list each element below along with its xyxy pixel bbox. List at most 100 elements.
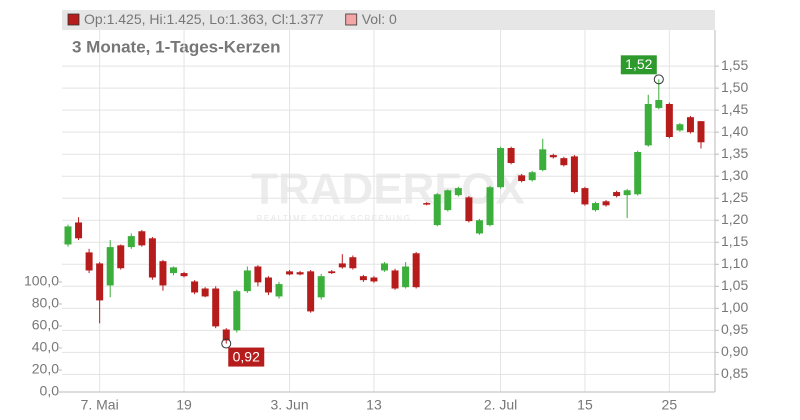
candle-body <box>243 270 251 292</box>
candle-body <box>117 245 125 269</box>
candle-body <box>233 291 241 331</box>
candle-body <box>381 263 388 271</box>
candle-body <box>644 103 652 146</box>
y-tick-label: 1,40 <box>721 123 748 139</box>
candle-body <box>454 188 462 196</box>
candle-body <box>623 190 631 196</box>
y-tick-label: 1,10 <box>721 255 748 271</box>
candle-body <box>560 158 568 166</box>
x-tick-label: 2. Jul <box>484 397 517 413</box>
candle-body <box>412 253 420 288</box>
x-tick-label: 7. Mai <box>81 397 119 413</box>
candle-body <box>64 226 72 245</box>
candle-body <box>665 103 673 138</box>
candle-body <box>655 100 663 108</box>
candle-body <box>518 175 526 182</box>
extreme-marker <box>653 74 664 85</box>
legend-label: Op:1.425, Hi:1.425, Lo:1.363, Cl:1.377 <box>84 11 324 27</box>
x-tick-label: 19 <box>176 397 192 413</box>
candle-body <box>148 238 156 278</box>
extreme-label-box <box>620 55 657 75</box>
candle-body <box>486 187 494 226</box>
y-tick-label: 0,90 <box>721 343 748 359</box>
candle-body <box>676 124 684 131</box>
candle-body <box>212 288 220 327</box>
chart-title: 3 Monate, 1-Tages-Kerzen <box>72 37 280 56</box>
candle-body <box>539 149 547 171</box>
x-tick-label: 3. Jun <box>270 397 308 413</box>
candle-body <box>497 148 505 188</box>
candle-body <box>328 271 336 274</box>
candle-body <box>444 190 452 211</box>
candle-body <box>402 266 410 288</box>
y-tick-label: 1,05 <box>721 277 748 293</box>
vol-tick-label: 60,0 <box>32 317 59 333</box>
vol-tick-label: 100,0 <box>24 273 59 289</box>
candle-body <box>423 203 431 205</box>
candle-body <box>264 277 272 293</box>
header-bar <box>62 10 715 30</box>
y-tick-label: 1,45 <box>721 101 748 117</box>
y-tick-label: 1,50 <box>721 79 748 95</box>
candle-body <box>127 236 135 248</box>
candle-body <box>433 194 441 226</box>
candle-body <box>634 151 642 195</box>
candle-body <box>592 203 599 211</box>
extreme-label-group: 1,52 <box>620 55 657 75</box>
watermark-subtitle: REALTIME STOCK SCREENING <box>257 214 412 223</box>
x-tick-label: 25 <box>662 397 678 413</box>
y-tick-label: 0,85 <box>721 365 748 381</box>
extreme-label-box <box>228 347 265 367</box>
candle-body <box>180 273 188 277</box>
extreme-label: 1,52 <box>625 56 652 72</box>
y-tick-label: 1,20 <box>721 211 748 227</box>
vol-tick-label: 80,0 <box>32 295 59 311</box>
extreme-marker <box>221 338 232 349</box>
extreme-label: 0,92 <box>233 348 260 364</box>
candle-body <box>613 192 621 197</box>
candle-body <box>317 276 325 298</box>
candle-body <box>222 329 230 341</box>
candle-body <box>254 266 262 283</box>
vol-tick-label: 20,0 <box>32 361 59 377</box>
candle-body <box>549 155 557 158</box>
y-tick-label: 1,30 <box>721 167 748 183</box>
candle-body <box>475 220 483 234</box>
candle-body <box>191 281 199 293</box>
y-tick-label: 1,55 <box>721 57 748 73</box>
candle-body <box>307 271 315 312</box>
watermark-title: TRADERFOX <box>251 165 525 214</box>
candle-body <box>201 288 209 297</box>
x-tick-label: 13 <box>366 397 382 413</box>
candle-body <box>581 188 589 205</box>
y-tick-label: 1,25 <box>721 189 748 205</box>
y-tick-label: 1,35 <box>721 145 748 161</box>
candle-body <box>349 257 357 269</box>
candle-body <box>138 231 146 246</box>
candle-body <box>96 263 104 301</box>
candle-body <box>338 263 346 268</box>
legend-swatch <box>67 13 80 26</box>
candle-body <box>686 117 694 133</box>
legend-swatch <box>345 13 358 26</box>
candle-body <box>602 201 610 206</box>
candle-body <box>106 247 114 286</box>
candle-body <box>528 172 536 181</box>
legend-label: Vol: 0 <box>362 11 397 27</box>
vol-tick-label: 40,0 <box>32 339 59 355</box>
y-tick-label: 0,95 <box>721 321 748 337</box>
candle-body <box>370 277 378 282</box>
candle-body <box>391 270 399 289</box>
candle-body <box>275 284 283 297</box>
x-tick-label: 15 <box>577 397 593 413</box>
candle-body <box>75 222 83 239</box>
candle-body <box>697 121 705 143</box>
vol-tick-label: 0,0 <box>40 383 60 399</box>
candle-body <box>286 271 294 275</box>
candle-body <box>465 197 473 222</box>
candle-body <box>170 267 177 274</box>
candle-body <box>159 261 167 286</box>
y-tick-label: 1,15 <box>721 233 748 249</box>
candle-body <box>85 252 93 271</box>
candle-body <box>296 272 304 275</box>
